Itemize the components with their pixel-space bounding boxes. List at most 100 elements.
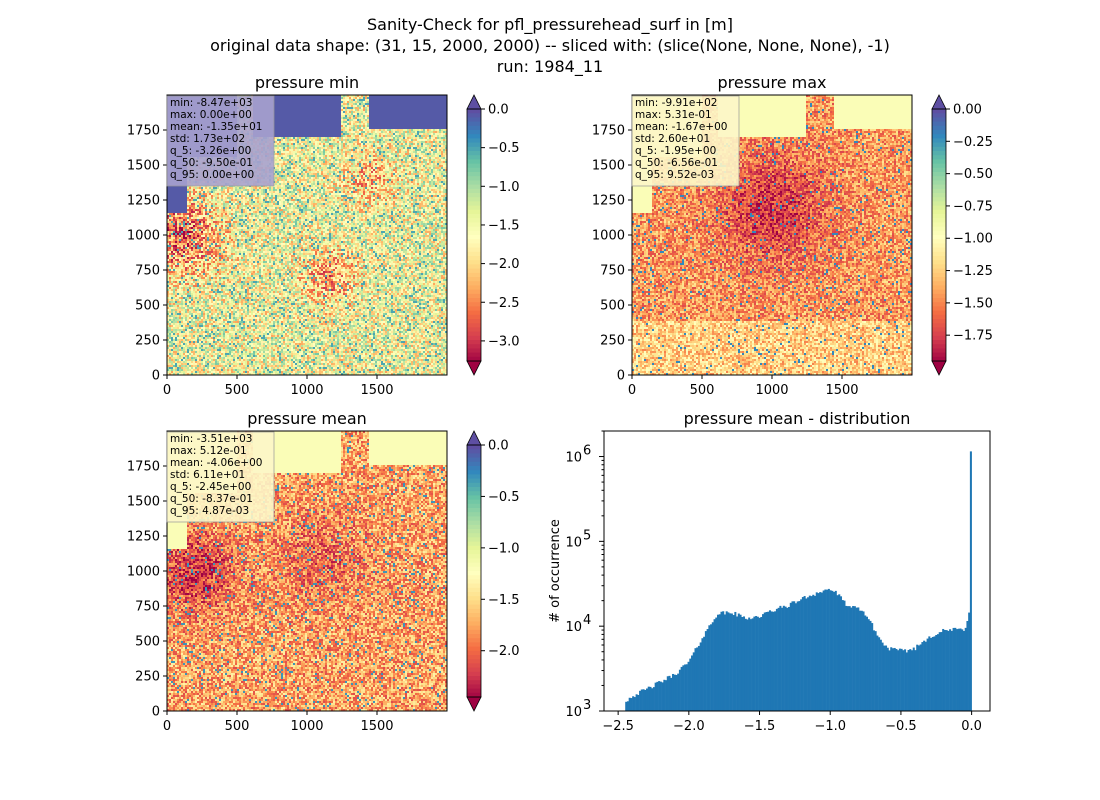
colorbar-segment	[467, 188, 481, 194]
histogram-bar	[820, 592, 823, 711]
histogram-bar	[848, 606, 851, 711]
y-tick-exponent: 3	[583, 698, 591, 713]
colorbar: 0.00 −0.25 −0.50 −0.75 −1.00 −1.25 −1.50 −1.75	[931, 94, 993, 376]
colorbar-segment	[932, 117, 946, 123]
colorbar-segment	[467, 264, 481, 270]
y-tick-label: 1000	[127, 229, 160, 244]
colorbar-segment	[467, 512, 481, 517]
histogram-bar	[762, 614, 765, 711]
colorbar-segment	[467, 621, 481, 627]
axes: 0 500 1000 1500 0 250 500 750 1000 1250 1500 1750	[127, 124, 394, 399]
stats-box: min: -8.47e+03 max: 0.00e+00 mean: -1.35…	[166, 95, 275, 187]
histogram-bar	[633, 697, 636, 711]
histogram-bar	[718, 614, 721, 711]
histogram-bar	[950, 630, 953, 711]
histogram-bar	[772, 611, 775, 711]
histogram-bar	[857, 607, 860, 711]
histogram-bar	[801, 597, 804, 711]
histogram-bar	[850, 607, 853, 711]
histogram-bar	[779, 605, 782, 711]
colorbar-segment	[467, 566, 481, 572]
colorbar-segment	[467, 604, 481, 610]
histogram-bar	[966, 620, 969, 711]
colorbar-segment	[467, 520, 481, 526]
histogram-bar	[729, 613, 732, 711]
histogram-bar	[803, 596, 806, 711]
stat-mean: mean: -1.67e+00	[635, 121, 727, 133]
histogram-bar	[942, 628, 945, 711]
histogram-bar	[860, 610, 863, 711]
y-tick-exponent: 5	[583, 528, 591, 543]
x-tick-label: 500	[225, 719, 250, 734]
y-tick-label: 750	[135, 600, 160, 615]
colorbar-segment	[467, 117, 481, 123]
y-tick-exponent: 4	[583, 613, 591, 628]
histogram-bar	[689, 658, 692, 711]
x-tick-label: 0	[163, 719, 171, 734]
y-tick-label: 10	[565, 620, 582, 635]
colorbar-tick-label: −2.5	[488, 296, 520, 311]
histogram-bar	[791, 601, 794, 711]
colorbar-segment	[467, 680, 481, 685]
histogram-bar	[838, 594, 841, 711]
histogram-bar	[710, 624, 713, 711]
histogram-bar	[703, 636, 706, 711]
colorbar: 0.0 −0.5 −1.0 −1.5 −2.0	[466, 430, 520, 712]
histogram-bar	[956, 629, 959, 711]
colorbar-segment	[932, 121, 946, 127]
colorbar-segment	[467, 180, 481, 186]
x-tick-label: 1000	[290, 719, 323, 734]
y-tick-label: 0	[617, 369, 625, 384]
colorbar-segment	[467, 634, 481, 639]
figure-title-line-2: original data shape: (31, 15, 2000, 2000…	[210, 36, 890, 55]
histogram-bar	[883, 645, 886, 711]
histogram-bar	[938, 632, 941, 711]
histogram-bar	[625, 701, 628, 711]
histogram-bar	[793, 601, 796, 711]
colorbar-segment	[932, 226, 946, 232]
y-tick-label: 1750	[127, 124, 160, 139]
colorbar-segment	[467, 445, 481, 450]
histogram-bar	[865, 616, 868, 711]
colorbar-tick-label: 0.00	[953, 103, 982, 118]
colorbar-segment	[467, 230, 481, 236]
x-tick-label: −1.0	[814, 719, 846, 734]
colorbar-segment	[467, 239, 481, 244]
y-tick-exponent: 6	[583, 444, 591, 459]
histogram-bar	[871, 623, 874, 711]
histogram-bar	[696, 647, 699, 711]
histogram-bar	[829, 590, 832, 711]
histogram-bar	[765, 612, 768, 711]
panel-title: pressure mean - distribution	[684, 409, 911, 428]
histogram-bar	[833, 591, 836, 711]
colorbar-segment	[932, 197, 946, 202]
figure-title: Sanity-Check for pfl_pressurehead_surf i…	[210, 15, 890, 77]
histogram-bar	[691, 655, 694, 711]
colorbar-segment	[467, 692, 481, 698]
colorbar-tick-label: 0.0	[488, 439, 509, 454]
colorbar-segment	[467, 676, 481, 681]
colorbar-segment	[467, 617, 481, 622]
colorbar-segment	[932, 142, 946, 148]
colorbar-segment	[467, 461, 481, 467]
colorbar-segment	[467, 109, 481, 114]
histogram-bar	[800, 599, 803, 711]
histogram-bar	[725, 611, 728, 711]
stat-max: max: 0.00e+00	[170, 109, 252, 121]
colorbar-segment	[467, 642, 481, 648]
histogram-bar	[962, 630, 965, 711]
histogram-bar	[668, 675, 671, 711]
y-tick-label: 1250	[592, 194, 625, 209]
histogram-bar	[652, 687, 655, 711]
histogram-bar	[846, 606, 849, 711]
histogram-bar	[853, 606, 856, 711]
histogram-bar	[794, 603, 797, 711]
stats-box: min: -9.91e+02 max: 5.31e-01 mean: -1.67…	[631, 95, 740, 187]
colorbar-segment	[932, 344, 946, 349]
colorbar-segment	[467, 323, 481, 328]
colorbar-segment	[932, 247, 946, 253]
histogram-bar	[673, 674, 676, 711]
colorbar-segment	[932, 323, 946, 328]
colorbar-segment	[467, 655, 481, 660]
y-tick-label: 1000	[592, 229, 625, 244]
